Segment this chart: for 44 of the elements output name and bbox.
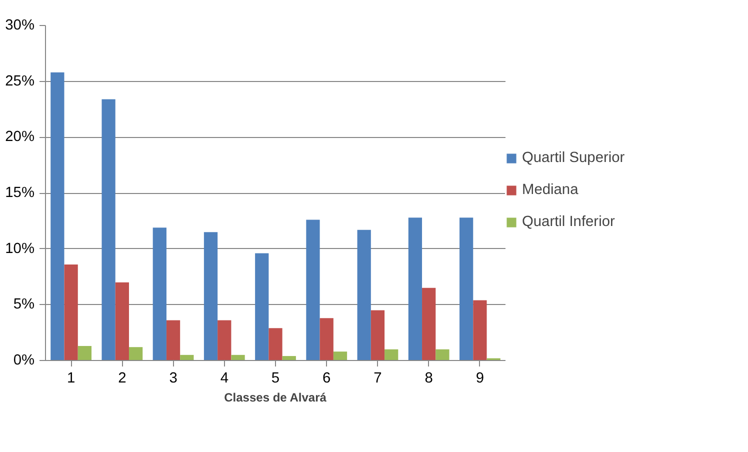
- legend-label: Quartil Inferior: [522, 214, 615, 230]
- x-tick-label: 2: [118, 370, 126, 386]
- bar: [128, 347, 143, 360]
- bar: [166, 320, 180, 360]
- bar: [460, 218, 474, 360]
- legend-label: Mediana: [522, 182, 578, 198]
- y-tick-label: 20%: [5, 129, 35, 146]
- bar: [320, 318, 334, 360]
- bar: [384, 349, 398, 360]
- x-tick-label: 6: [322, 370, 331, 386]
- bar: [102, 99, 116, 360]
- bar: [333, 352, 348, 360]
- y-tick-label: 30%: [5, 18, 35, 34]
- bar: [370, 310, 385, 360]
- bar: [50, 72, 64, 360]
- x-tick-label: 5: [271, 370, 280, 386]
- bar: [255, 253, 269, 360]
- x-tick-label: 4: [220, 370, 228, 386]
- x-tick-label: 3: [169, 370, 178, 386]
- bar: [408, 218, 422, 360]
- x-tick-label: 1: [66, 370, 76, 386]
- bar: [231, 354, 245, 360]
- bar: [152, 228, 166, 360]
- bar: [306, 220, 320, 360]
- bar: [78, 346, 92, 360]
- bar: [204, 232, 218, 360]
- bar: [436, 349, 450, 360]
- bar: [357, 230, 371, 360]
- y-tick-label: 25%: [5, 73, 35, 90]
- legend-label: Quartil Superior: [522, 150, 625, 166]
- y-tick-label: 15%: [5, 185, 35, 201]
- x-tick-label: 8: [424, 370, 433, 386]
- y-tick-label: 5%: [13, 296, 35, 313]
- x-tick-label: 9: [476, 370, 484, 386]
- bar: [64, 264, 78, 360]
- bar: [422, 288, 436, 360]
- y-tick-label: 10%: [5, 240, 35, 257]
- bar: [115, 282, 129, 360]
- bar: [218, 320, 232, 360]
- x-axis-title: Classes de Alvará: [224, 390, 327, 404]
- x-tick-label: 7: [374, 370, 382, 386]
- bar: [473, 300, 487, 360]
- bar: [268, 328, 282, 360]
- y-tick-label: 0%: [13, 352, 35, 368]
